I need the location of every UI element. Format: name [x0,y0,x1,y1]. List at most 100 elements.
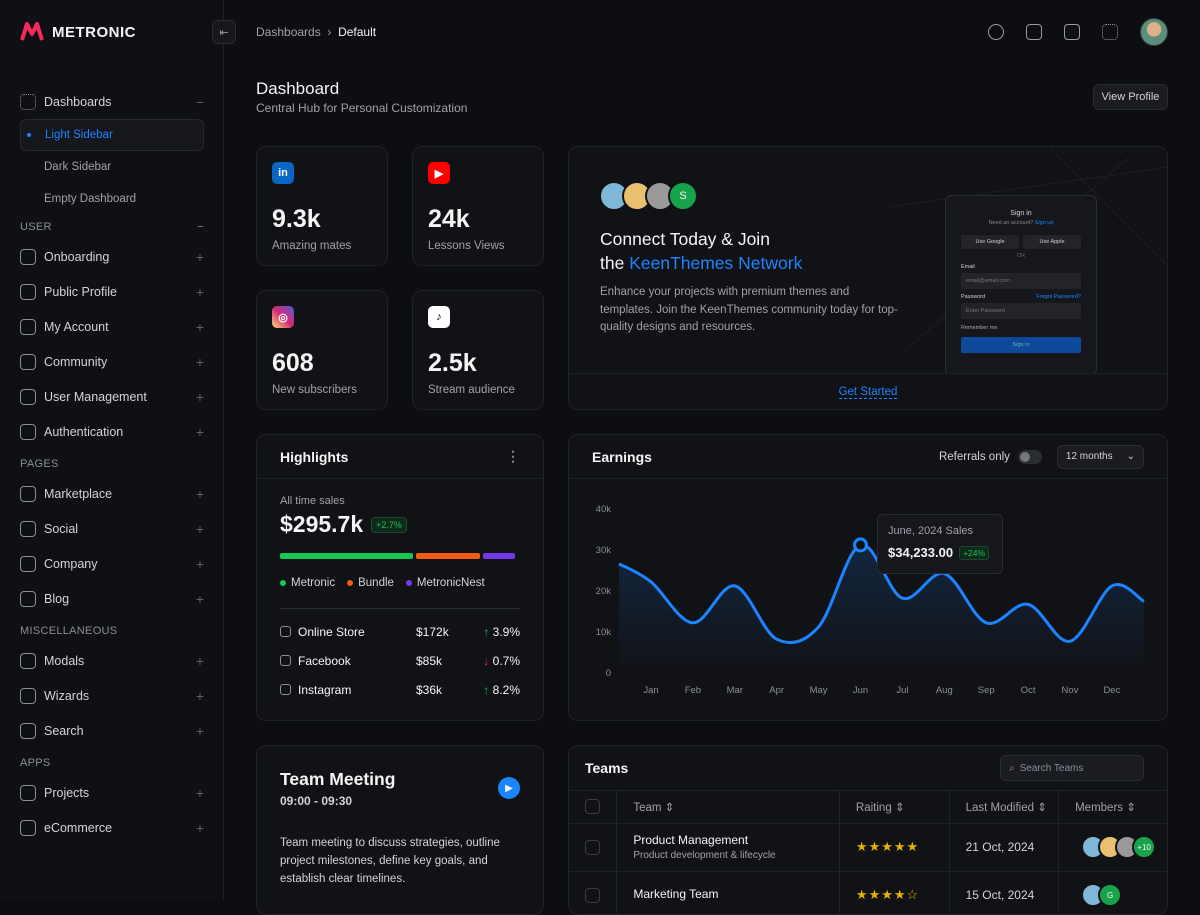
sidebar-item[interactable]: Wizards + [0,678,224,713]
user-avatar[interactable] [1140,18,1168,46]
highlights-badge: +2.7% [371,516,407,533]
rating-stars: ★★★★★ [855,839,920,854]
meeting-time: 09:00 - 09:30 [280,794,353,808]
chat-icon[interactable] [1064,24,1080,40]
signin-email-label: Email [961,264,975,270]
last-modified: 21 Oct, 2024 [949,823,1060,871]
row-checkbox[interactable] [585,887,600,903]
sidebar-item[interactable]: Modals + [0,643,224,678]
team-name[interactable]: Product Management [633,833,749,847]
stat-card: in 9.3k Amazing mates [256,146,388,266]
view-profile-button[interactable]: View Profile [1093,84,1168,110]
row-checkbox[interactable] [585,839,600,855]
search-icon[interactable] [988,24,1004,40]
plus-icon: + [195,555,204,572]
sidebar-item[interactable]: Blog + [0,581,224,616]
x-tick-label: Jun [853,685,868,696]
select-all-checkbox[interactable] [585,799,600,815]
menu-item-icon [20,590,36,607]
menu-item-icon [20,318,36,335]
stat-value: 608 [272,349,314,377]
column-header[interactable]: Members ⇕ [1058,791,1167,823]
video-call-icon[interactable]: ▶ [498,777,520,799]
plus-icon: + [195,784,204,801]
breadcrumb-parent[interactable]: Dashboards [256,25,321,39]
sidebar-item[interactable]: Authentication + [0,414,224,449]
apps-grid-icon[interactable] [1102,24,1118,40]
sidebar-item[interactable]: Onboarding + [0,239,224,274]
menu-item-icon [20,687,36,704]
menu-item-icon [20,555,36,572]
sidebar-section-heading: PAGES [0,452,224,476]
data-point[interactable] [853,537,868,553]
earnings-card: Earnings Referrals only 12 months ⌄ 0 10k 2… [568,434,1168,721]
menu-item-icon [20,722,36,739]
sidebar-subitem[interactable]: Light Sidebar [20,119,204,151]
sort-icon: ⇕ [1037,801,1047,814]
sidebar-item[interactable]: My Account + [0,309,224,344]
sidebar-item[interactable]: Search + [0,713,224,748]
team-name[interactable]: Marketing Team [633,886,719,901]
logo[interactable]: METRONIC [20,22,136,42]
plus-icon: + [195,388,204,405]
section-title: USER [20,221,52,233]
sidebar-item-label: Projects [44,785,90,800]
collapse-sidebar-button[interactable]: ⇤ [212,20,236,44]
more-menu-icon[interactable]: ⋮ [506,448,520,464]
sales-bar-segment [482,553,516,559]
menu-item-icon [20,423,36,440]
x-tick-label: Dec [1103,685,1120,696]
app-name: METRONIC [52,23,136,41]
team-desc: Product development & lifecycle [633,850,776,861]
sidebar-item[interactable]: Projects + [0,775,224,810]
sidebar-item[interactable]: eCommerce + [0,810,224,845]
column-header[interactable]: Team ⇕ [616,791,840,823]
sidebar-item-label: Onboarding [44,249,110,264]
sidebar-section-heading: MISCELLANEOUS [0,619,224,643]
plus-icon: + [195,485,204,502]
y-tick-label: 0 [606,668,611,679]
channel-name: Online Store [298,624,365,639]
notifications-icon[interactable] [1026,24,1042,40]
search-teams-input[interactable]: ⌕ Search Teams [1000,755,1144,781]
column-header[interactable]: Last Modified ⇕ [949,791,1060,823]
table-row[interactable]: Marketing Team ★★★★☆ 15 Oct, 2024 G [569,871,1167,914]
menu-item-icon [20,353,36,370]
get-started-link[interactable]: Get Started [838,386,898,399]
sidebar-item-dashboards[interactable]: Dashboards − [0,84,224,119]
stat-card: ▶ 24k Lessons Views [412,146,544,266]
sidebar-item[interactable]: Marketplace + [0,476,224,511]
range-select[interactable]: 12 months ⌄ [1056,444,1144,469]
sidebar-item[interactable]: User Management + [0,379,224,414]
x-tick-label: Mar [727,685,743,696]
sidebar-item[interactable]: Public Profile + [0,274,224,309]
menu-item-icon [20,485,36,502]
channel-change: 0.7% [492,653,520,668]
dashboards-icon [20,93,36,110]
table-row[interactable]: Product Management Product development & … [569,823,1167,871]
referrals-toggle[interactable] [1017,449,1042,464]
column-label: Members [1075,801,1124,814]
highlight-row: Facebook $85k ↓ 0.7% [280,646,520,675]
legend-item: Metronic [280,577,335,589]
column-header[interactable]: Raiting ⇕ [839,791,950,823]
sidebar-item[interactable]: Social + [0,511,224,546]
signin-mockup: Sign in Need an account? Sign up Use Goo… [945,195,1097,375]
sidebar-item[interactable]: Community + [0,344,224,379]
members-extra: G [1098,883,1123,907]
y-tick-label: 30k [596,545,612,556]
menu-item-icon [20,652,36,669]
sidebar-item[interactable]: Company + [0,546,224,581]
section-title: MISCELLANEOUS [20,625,118,637]
sidebar-subitem[interactable]: Dark Sidebar [44,161,112,173]
highlight-row: Online Store $172k ↑ 3.9% [280,617,520,646]
plus-icon: + [195,318,204,335]
sidebar-subitem[interactable]: Empty Dashboard [44,193,137,205]
collapse-icon: − [195,93,204,110]
legend-label: Bundle [358,577,394,589]
legend-dot [280,580,286,586]
menu-item-icon [20,819,36,836]
x-tick-label: Jan [643,685,658,696]
signin-password-field: Enter Password [961,303,1081,319]
channel-value: $85k [416,653,443,668]
